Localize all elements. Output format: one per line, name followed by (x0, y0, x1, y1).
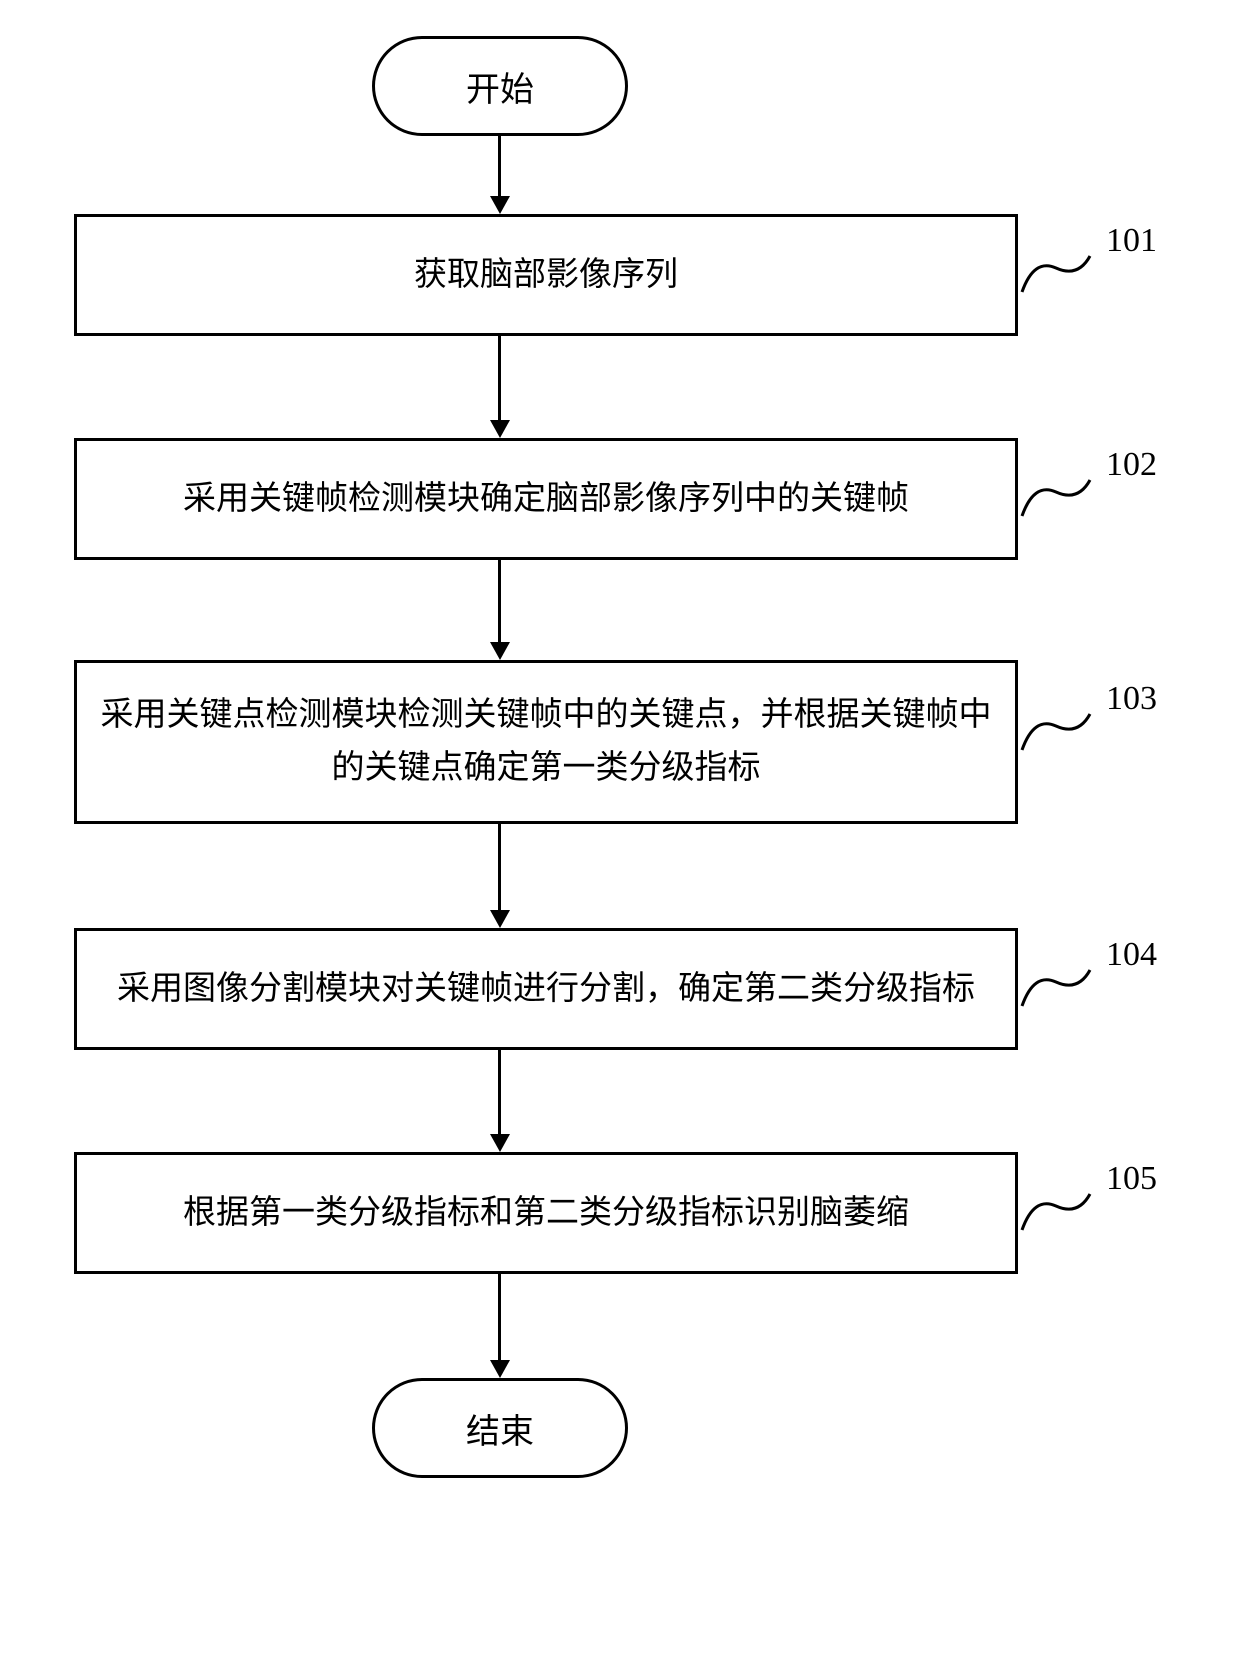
step-104-box: 采用图像分割模块对关键帧进行分割，确定第二类分级指标 (74, 928, 1018, 1050)
arrow-line (498, 136, 501, 196)
flowchart-container: 开始 获取脑部影像序列 101 采用关键帧检测模块确定脑部影像序列中的关键帧 1… (0, 0, 1240, 1653)
brace-icon (1020, 968, 1092, 1008)
step-102-text: 采用关键帧检测模块确定脑部影像序列中的关键帧 (183, 473, 909, 526)
start-text: 开始 (466, 62, 534, 111)
step-102-box: 采用关键帧检测模块确定脑部影像序列中的关键帧 (74, 438, 1018, 560)
step-104-label: 104 (1106, 936, 1157, 974)
arrow-line (498, 1274, 501, 1360)
step-103-box: 采用关键点检测模块检测关键帧中的关键点，并根据关键帧中的关键点确定第一类分级指标 (74, 660, 1018, 824)
step-101-text: 获取脑部影像序列 (414, 249, 678, 302)
brace-icon (1020, 1192, 1092, 1232)
arrow-line (498, 1050, 501, 1134)
brace-icon (1020, 478, 1092, 518)
start-terminal: 开始 (372, 36, 628, 136)
arrow-head (490, 910, 510, 928)
step-103-label: 103 (1106, 680, 1157, 718)
step-101-box: 获取脑部影像序列 (74, 214, 1018, 336)
step-105-box: 根据第一类分级指标和第二类分级指标识别脑萎缩 (74, 1152, 1018, 1274)
step-104-text: 采用图像分割模块对关键帧进行分割，确定第二类分级指标 (117, 963, 975, 1016)
arrow-head (490, 420, 510, 438)
brace-icon (1020, 712, 1092, 752)
arrow-line (498, 336, 501, 420)
arrow-head (490, 1134, 510, 1152)
step-105-text: 根据第一类分级指标和第二类分级指标识别脑萎缩 (183, 1187, 909, 1240)
arrow-head (490, 1360, 510, 1378)
step-102-label: 102 (1106, 446, 1157, 484)
end-terminal: 结束 (372, 1378, 628, 1478)
arrow-line (498, 824, 501, 910)
brace-icon (1020, 254, 1092, 294)
step-103-text: 采用关键点检测模块检测关键帧中的关键点，并根据关键帧中的关键点确定第一类分级指标 (97, 689, 995, 795)
step-105-label: 105 (1106, 1160, 1157, 1198)
step-101-label: 101 (1106, 222, 1157, 260)
end-text: 结束 (466, 1404, 534, 1453)
arrow-head (490, 196, 510, 214)
arrow-head (490, 642, 510, 660)
arrow-line (498, 560, 501, 642)
